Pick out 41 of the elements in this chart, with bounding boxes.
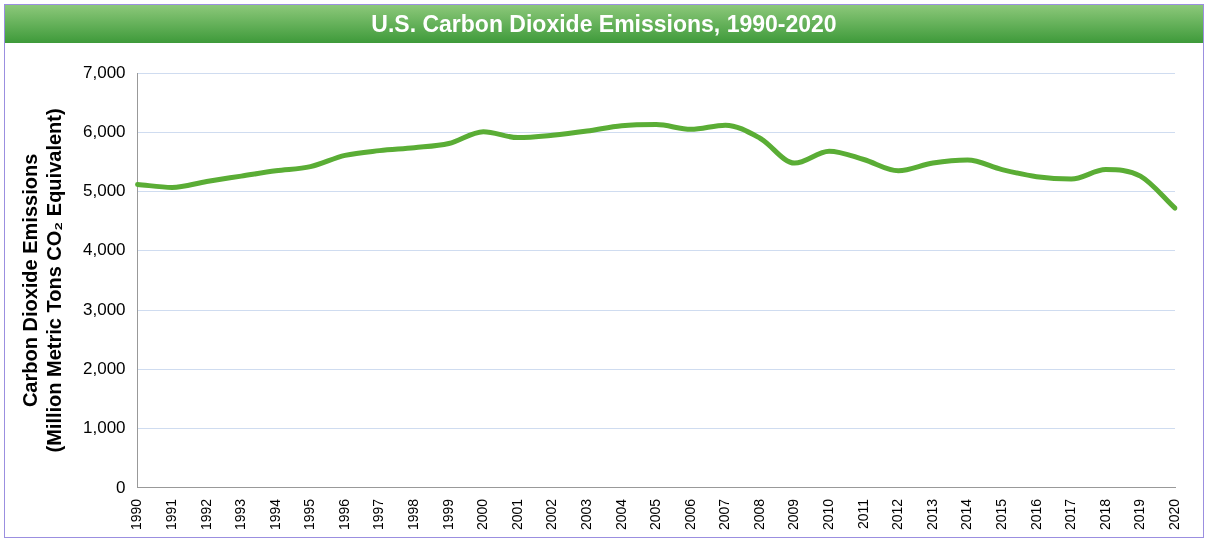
x-tick-label: 2001 (508, 498, 525, 531)
x-tick-label: 2018 (1096, 498, 1113, 531)
x-tick-label: 1995 (301, 498, 318, 531)
x-tick-label: 2006 (681, 498, 698, 531)
y-tick-label: 5,000 (82, 181, 126, 201)
y-tick-label: 7,000 (82, 62, 126, 82)
x-tick-label: 2004 (612, 498, 629, 531)
x-tick-label: 2009 (785, 498, 802, 531)
y-tick-label: 2,000 (82, 359, 126, 379)
chart-title: U.S. Carbon Dioxide Emissions, 1990-2020 (5, 5, 1203, 43)
y-tick-label: 0 (116, 477, 126, 497)
x-tick-label: 2010 (820, 498, 837, 531)
x-tick-label: 2003 (577, 498, 594, 531)
x-tick-label: 1996 (335, 498, 352, 531)
x-tick-label: 2013 (923, 498, 940, 531)
y-tick-label: 3,000 (82, 299, 126, 319)
x-tick-label: 1993 (232, 498, 249, 531)
x-tick-label: 2007 (716, 498, 733, 531)
x-tick-label: 2014 (958, 498, 975, 531)
y-tick-label: 1,000 (82, 418, 126, 438)
y-axis-title: Carbon Dioxide Emissions (Million Metric Tons CO₂ Equivalent) (18, 108, 65, 453)
x-tick-label: 2011 (854, 498, 871, 529)
x-tick-label: 2000 (474, 498, 491, 531)
x-tick-label: 1999 (439, 498, 456, 531)
x-tick-label: 2017 (1062, 498, 1079, 531)
x-tick-label: 1991 (162, 498, 179, 531)
x-tick-label: 2019 (1131, 498, 1148, 531)
y-tick-label: 4,000 (82, 240, 126, 260)
y-tick-label: 6,000 (82, 121, 126, 141)
x-tick-label: 2005 (647, 498, 664, 531)
x-tick-label: 2012 (889, 498, 906, 531)
x-tick-label: 1992 (197, 498, 214, 531)
x-tick-label: 1990 (128, 498, 145, 531)
x-tick-label: 1998 (405, 498, 422, 531)
x-tick-label: 2008 (750, 498, 767, 531)
x-tick-label: 2020 (1165, 498, 1182, 531)
x-tick-label: 1997 (370, 498, 387, 531)
x-tick-label: 1994 (266, 498, 283, 531)
x-tick-label: 2015 (992, 498, 1009, 531)
x-tick-label: 2002 (543, 498, 560, 531)
x-tick-label: 2016 (1027, 498, 1044, 531)
